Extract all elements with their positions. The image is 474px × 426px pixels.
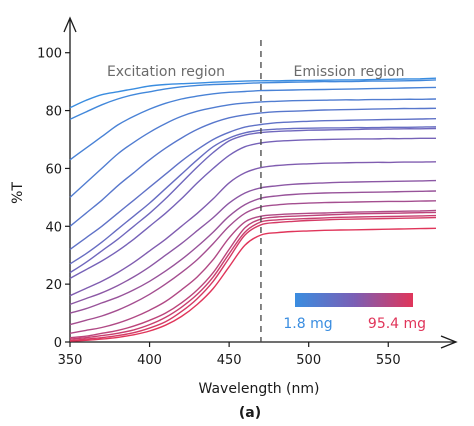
series-line-18 bbox=[69, 227, 437, 342]
x-tick-label: 500 bbox=[296, 353, 321, 368]
x-tick-label: 400 bbox=[137, 353, 162, 368]
series-line-4 bbox=[69, 98, 437, 198]
series-line-8 bbox=[69, 127, 437, 274]
colorbar-min-label: 1.8 mg bbox=[283, 316, 332, 332]
series-lines bbox=[69, 77, 437, 342]
series-line-1 bbox=[69, 77, 437, 109]
x-axis-arrow bbox=[440, 335, 458, 349]
y-axis-arrow bbox=[63, 16, 77, 33]
figure-caption: (a) bbox=[239, 405, 261, 421]
series-line-15 bbox=[69, 211, 437, 339]
emission-region-label: Emission region bbox=[293, 64, 404, 80]
y-tick-label: 0 bbox=[54, 336, 62, 351]
series-line-12 bbox=[69, 190, 437, 314]
y-tick-label: 100 bbox=[37, 47, 62, 62]
y-tick-label: 80 bbox=[45, 105, 62, 120]
series-line-13 bbox=[69, 200, 437, 326]
ticks: 350 400 450 500 550 0 20 40 60 80 100 bbox=[37, 47, 401, 368]
x-tick-label: 350 bbox=[58, 353, 83, 368]
y-tick-label: 20 bbox=[45, 278, 62, 293]
series-line-14 bbox=[69, 209, 437, 334]
series-line-17 bbox=[69, 216, 437, 342]
series-line-10 bbox=[69, 161, 437, 297]
y-tick-label: 40 bbox=[45, 220, 62, 235]
series-line-7 bbox=[69, 126, 437, 265]
x-tick-label: 450 bbox=[217, 353, 242, 368]
series-line-11 bbox=[69, 179, 437, 306]
y-tick-label: 60 bbox=[45, 162, 62, 177]
colorbar bbox=[295, 293, 413, 307]
x-tick-label: 550 bbox=[376, 353, 401, 368]
y-axis-title: %T bbox=[10, 182, 26, 204]
colorbar-max-label: 95.4 mg bbox=[368, 316, 426, 332]
series-line-6 bbox=[69, 118, 437, 250]
x-axis-title: Wavelength (nm) bbox=[199, 381, 320, 397]
series-line-5 bbox=[69, 107, 437, 227]
axes bbox=[63, 16, 458, 349]
series-line-9 bbox=[69, 137, 436, 280]
excitation-region-label: Excitation region bbox=[107, 64, 225, 80]
series-line-2 bbox=[69, 79, 437, 120]
series-line-3 bbox=[69, 86, 437, 161]
series-line-16 bbox=[69, 214, 437, 340]
